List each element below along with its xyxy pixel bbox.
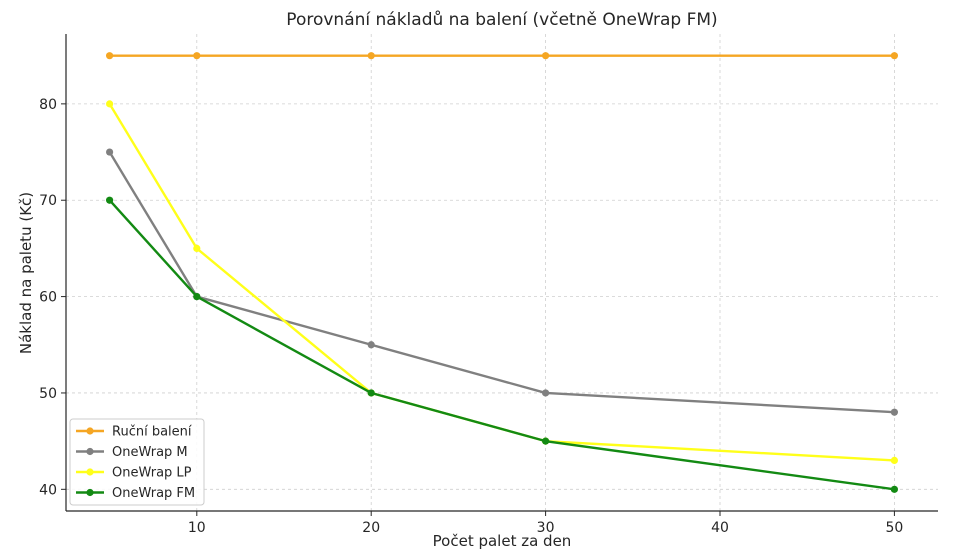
- x-tick-label: 10: [188, 520, 206, 536]
- data-point: [106, 52, 114, 60]
- legend: Ruční balení OneWrap M OneWrap LP OneWrap F…: [69, 418, 205, 506]
- data-point: [542, 437, 550, 445]
- y-tick-label: 40: [39, 482, 57, 498]
- x-tick-label: 40: [711, 520, 729, 536]
- legend-label: OneWrap LP: [112, 466, 192, 481]
- series-group: [106, 52, 899, 493]
- data-point: [106, 100, 114, 108]
- data-point: [193, 244, 201, 253]
- data-point: [890, 408, 899, 416]
- grid: [66, 34, 938, 511]
- legend-label: OneWrap FM: [112, 486, 195, 501]
- x-tick-label: 20: [362, 520, 380, 536]
- y-axis-title: Náklad na paletu (Kč): [17, 192, 35, 354]
- legend-item: OneWrap M: [76, 445, 188, 460]
- data-point: [193, 52, 201, 60]
- data-point: [193, 292, 201, 301]
- legend-label: OneWrap M: [112, 445, 188, 460]
- data-point: [890, 456, 899, 465]
- series-line: [108, 199, 895, 491]
- y-tick-label: 50: [39, 386, 57, 402]
- series-line: [108, 103, 895, 462]
- legend-swatch-marker: [86, 488, 94, 497]
- data-point: [542, 52, 550, 60]
- x-tick-label: 50: [885, 520, 903, 536]
- data-point: [890, 52, 899, 60]
- legend-swatch-marker: [86, 427, 94, 435]
- data-point: [542, 389, 550, 397]
- legend-box: [69, 418, 205, 506]
- data-point: [367, 52, 375, 60]
- series-onewrap-fm: [106, 196, 899, 493]
- x-tick-label: 30: [537, 520, 555, 536]
- series-onewrap-m: [106, 148, 899, 416]
- data-point: [106, 196, 114, 204]
- data-point: [890, 485, 899, 493]
- data-point: [367, 341, 375, 349]
- legend-label: Ruční balení: [112, 425, 192, 440]
- x-axis-title: Počet palet za den: [433, 532, 572, 550]
- x-ticks: 10 20 30 40 50: [188, 511, 903, 536]
- series-rucni-baleni: [106, 52, 899, 60]
- y-tick-label: 60: [39, 290, 57, 306]
- legend-swatch-marker: [86, 447, 94, 456]
- data-point: [106, 148, 114, 156]
- y-tick-label: 70: [39, 193, 57, 209]
- y-tick-label: 80: [39, 97, 57, 113]
- legend-item: Ruční balení: [76, 425, 192, 440]
- legend-item: OneWrap LP: [76, 466, 192, 481]
- axes: [65, 34, 938, 512]
- data-point: [367, 389, 375, 397]
- legend-item: OneWrap FM: [76, 486, 195, 501]
- series-line: [108, 151, 895, 414]
- chart-title: Porovnání nákladů na balení (včetně OneW…: [286, 10, 717, 30]
- series-onewrap-lp: [106, 100, 899, 465]
- legend-swatch-marker: [86, 468, 94, 476]
- y-ticks: 40 50 60 70 80: [39, 97, 66, 498]
